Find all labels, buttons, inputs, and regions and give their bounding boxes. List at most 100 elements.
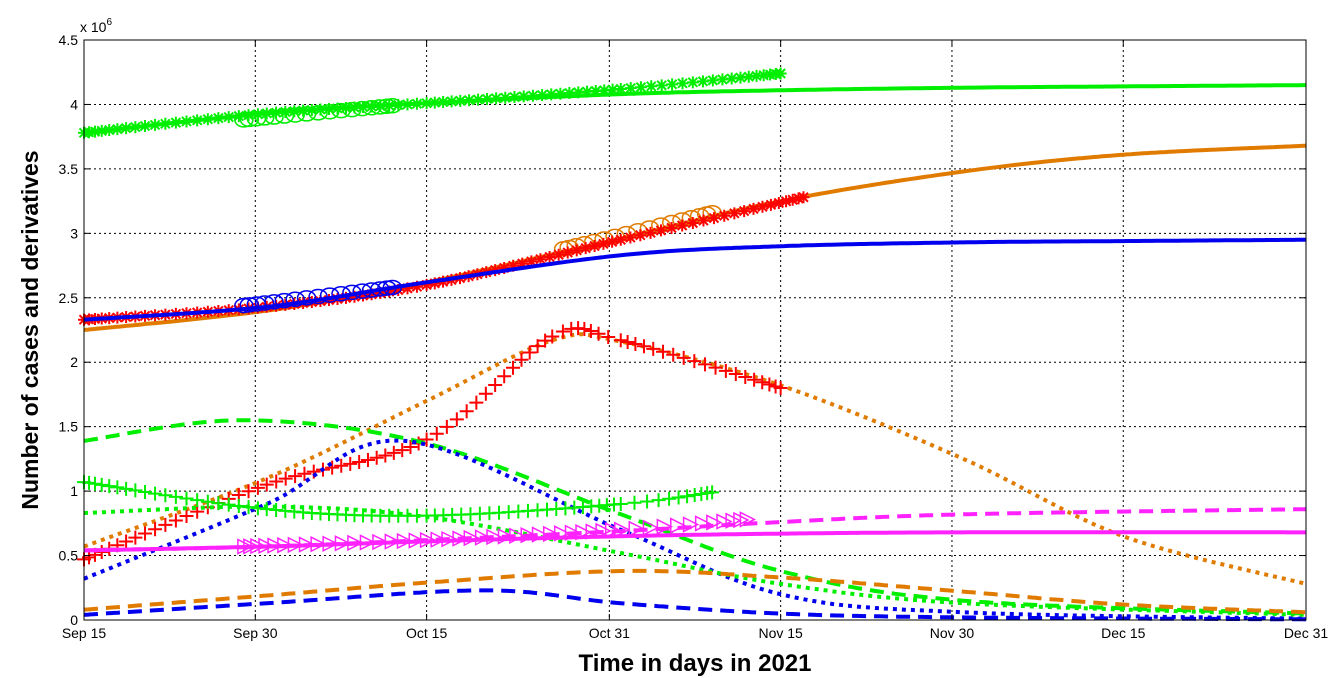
series-marker: [697, 214, 710, 227]
series-marker: [138, 484, 153, 499]
series-marker: [179, 491, 194, 506]
series-marker: [439, 419, 454, 434]
series-marker: [655, 79, 668, 92]
y-tick-label: 2.5: [59, 290, 79, 306]
series-marker: [606, 235, 619, 248]
series-marker: [342, 284, 362, 301]
series-marker: [234, 112, 254, 128]
series-marker: [357, 289, 370, 302]
series-marker: [372, 533, 389, 551]
series-marker: [361, 99, 382, 116]
y-tick-label: 3.5: [59, 161, 79, 177]
series-10: [83, 418, 1307, 616]
series-marker: [296, 290, 317, 306]
series-marker: [408, 532, 425, 549]
series-marker: [786, 193, 799, 206]
series-marker: [682, 516, 700, 533]
series-marker: [756, 200, 769, 213]
series-marker: [570, 244, 583, 257]
series-marker: [474, 529, 492, 546]
series-marker: [384, 533, 402, 550]
series-marker: [94, 477, 109, 492]
series-marker: [614, 82, 627, 95]
series-marker: [738, 205, 751, 218]
series-marker: [325, 460, 340, 475]
series-marker: [555, 324, 570, 339]
series-marker: [478, 386, 493, 401]
series-marker: [598, 84, 611, 97]
series-marker: [334, 535, 352, 552]
series-marker: [472, 93, 485, 106]
series-marker: [627, 495, 642, 510]
series-marker: [191, 114, 204, 127]
series-marker: [624, 82, 637, 95]
series-line: [83, 568, 1307, 615]
series-marker: [747, 202, 760, 215]
series-marker: [158, 488, 173, 503]
x-tick-label: Nov 15: [758, 625, 803, 641]
series-marker: [665, 221, 678, 234]
series-marker: [274, 108, 295, 124]
series-marker: [347, 534, 364, 552]
series-marker: [792, 192, 805, 205]
series-marker: [401, 98, 414, 111]
series-marker: [525, 255, 538, 268]
series-2: [234, 97, 403, 128]
series-marker: [706, 514, 723, 531]
series-marker: [534, 253, 547, 266]
series-marker: [179, 509, 194, 524]
x-tick-label: Sep 15: [62, 625, 107, 641]
series-marker: [452, 530, 469, 547]
series-marker: [339, 101, 352, 114]
series-marker: [772, 196, 785, 209]
series-marker: [110, 480, 125, 495]
series-marker: [428, 277, 441, 290]
series-marker: [797, 191, 810, 204]
series-marker: [449, 412, 464, 427]
series-marker: [591, 326, 606, 341]
series-marker: [597, 237, 610, 250]
series-marker: [634, 81, 647, 94]
series-marker: [497, 528, 515, 545]
series-marker: [509, 527, 526, 544]
series-marker: [716, 73, 729, 86]
series-marker: [128, 530, 143, 545]
series-marker: [575, 523, 592, 541]
series-marker: [614, 233, 627, 246]
series-marker: [129, 121, 142, 134]
series-marker: [369, 450, 384, 465]
series-marker: [686, 76, 699, 89]
x-tick-label: Dec 15: [1101, 625, 1146, 641]
series-line: [83, 332, 1307, 586]
series-marker: [463, 529, 480, 547]
series-marker: [410, 280, 423, 293]
series-marker: [538, 333, 553, 348]
series-marker: [342, 101, 362, 118]
series-marker: [646, 341, 661, 356]
series-marker: [764, 198, 777, 211]
series-marker: [666, 347, 681, 362]
series-marker: [285, 107, 305, 123]
series-marker: [531, 526, 549, 543]
series-marker: [310, 535, 327, 553]
series-marker: [656, 518, 674, 535]
series-marker: [139, 120, 152, 133]
series-marker: [250, 480, 265, 495]
series-marker: [285, 291, 305, 308]
series-marker: [419, 432, 434, 447]
series-marker: [190, 493, 205, 508]
series-marker: [577, 321, 592, 336]
series-marker: [420, 97, 433, 110]
series-marker: [370, 99, 390, 115]
y-tick-label: 1: [70, 483, 78, 499]
series-marker: [718, 363, 733, 378]
y-multiplier: x 106: [80, 17, 112, 35]
series-marker: [687, 354, 702, 369]
series-marker: [750, 69, 763, 82]
series-marker: [296, 106, 317, 122]
series-marker: [662, 491, 677, 506]
series-marker: [264, 294, 284, 310]
series-marker: [486, 528, 503, 546]
series-marker: [308, 288, 328, 305]
series-marker: [200, 494, 215, 509]
